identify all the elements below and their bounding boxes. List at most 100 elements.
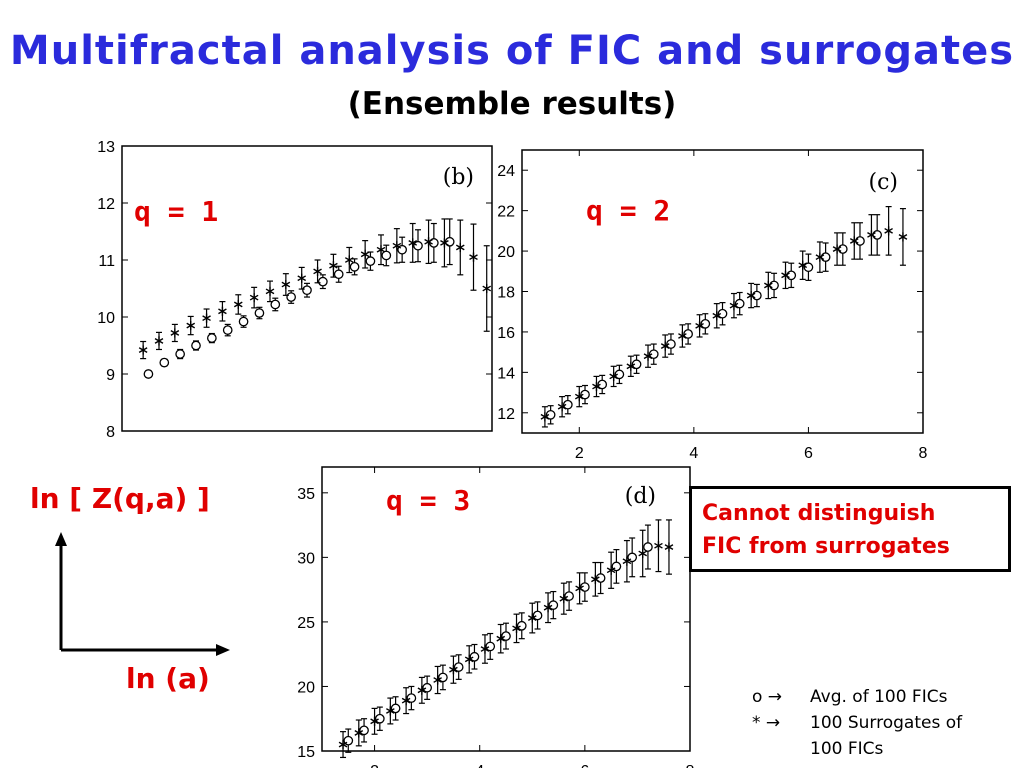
surrogate-point [376, 245, 386, 255]
star-stroke [370, 718, 379, 725]
legend-row-continuation: 100 FICs [752, 736, 962, 762]
fic-point [631, 359, 642, 370]
star-stroke [386, 708, 395, 714]
surrogate-point [557, 402, 567, 412]
surrogate-point [313, 266, 322, 276]
fic-point [786, 270, 797, 281]
fic-point [318, 276, 328, 287]
fic-point [349, 261, 360, 272]
surrogate-point [592, 381, 601, 392]
y-tick-label: 8 [106, 424, 115, 441]
star-stroke [265, 288, 275, 295]
surrogate-point [638, 548, 648, 559]
star-stroke [622, 558, 632, 565]
axes-arrow-icon [55, 532, 230, 656]
y-axis-label: ln [ Z(q,a) ] [30, 482, 210, 515]
fic-point [666, 339, 676, 349]
star-stroke [496, 635, 506, 642]
surrogate-point [218, 306, 227, 316]
surrogate-point [433, 675, 442, 685]
y-tick-label: 14 [497, 365, 515, 382]
fic-point [175, 349, 185, 359]
legend-symbol: * → [752, 713, 781, 733]
conclusion-line-1: Cannot distinguish [702, 501, 936, 526]
star-stroke [455, 244, 465, 251]
y-tick-label: 22 [497, 204, 515, 221]
surrogate-point [574, 392, 584, 402]
surrogate-point [884, 226, 893, 236]
surrogate-point [417, 685, 427, 695]
star-stroke [763, 282, 773, 289]
surrogate-point [281, 279, 291, 290]
star-stroke [643, 353, 653, 360]
star-stroke [712, 312, 722, 319]
star-stroke [606, 567, 616, 574]
fic-point [803, 262, 814, 273]
y-tick-label: 11 [98, 253, 115, 270]
surrogate-point [408, 238, 418, 248]
fic-point [562, 399, 573, 410]
surrogate-point [464, 654, 474, 664]
surrogate-point [392, 241, 402, 251]
fic-point [580, 389, 590, 400]
surrogate-point [643, 351, 653, 361]
fic-point [501, 631, 511, 641]
surrogate-point [455, 242, 465, 253]
star-stroke [464, 656, 474, 663]
fic-point [191, 340, 201, 351]
legend-text: 100 Surrogates of [810, 713, 963, 733]
y-tick-label: 10 [97, 310, 115, 327]
surrogate-point [496, 634, 506, 644]
star-stroke [512, 625, 521, 632]
fic-point [734, 298, 745, 309]
star-stroke [401, 697, 411, 704]
q-label: q = 2 [586, 194, 670, 227]
fic-point [548, 600, 559, 610]
fic-point [683, 329, 693, 339]
star-stroke [660, 343, 670, 349]
surrogate-point [249, 293, 259, 303]
fic-point [222, 325, 233, 335]
fic-point [406, 693, 417, 703]
star-stroke [424, 238, 433, 245]
conclusion-box: Cannot distinguish FIC from surrogates [689, 486, 1011, 572]
surrogate-point [695, 321, 704, 331]
star-stroke [609, 373, 618, 380]
fic-point [159, 357, 170, 368]
legend-symbol: o → [752, 687, 783, 707]
fic-point [390, 703, 401, 714]
surrogate-point [763, 280, 773, 291]
surrogate-point [186, 320, 196, 331]
surrogate-point [154, 336, 164, 346]
surrogate-point [622, 556, 632, 566]
fic-point [872, 230, 883, 240]
surrogate-point [424, 237, 433, 247]
q-label: q = 1 [134, 195, 218, 228]
star-stroke [186, 322, 196, 329]
star-stroke [695, 322, 704, 329]
surrogate-point [678, 331, 687, 341]
y-tick-label: 16 [497, 325, 515, 342]
x-tick-label: 2 [370, 763, 379, 768]
x-tick-label: 2 [575, 445, 584, 462]
surrogate-point [815, 252, 825, 262]
surrogate-point [338, 739, 348, 750]
fic-point [254, 308, 265, 318]
surrogate-point [297, 273, 307, 283]
surrogate-point [543, 603, 553, 613]
x-tick-label: 8 [919, 445, 928, 462]
star-stroke [559, 595, 569, 602]
star-stroke [849, 238, 859, 244]
star-stroke [449, 666, 458, 673]
y-tick-label: 20 [497, 244, 515, 261]
surrogate-point [170, 328, 180, 338]
star-stroke [884, 227, 893, 234]
y-tick-label: 9 [106, 367, 115, 384]
surrogate-point [626, 361, 636, 371]
star-stroke [202, 315, 211, 322]
legend-text: Avg. of 100 FICs [810, 687, 948, 707]
surrogate-point [329, 261, 338, 271]
surrogate-point [729, 301, 739, 311]
panel-letter: (b) [443, 165, 474, 190]
fic-point [614, 369, 625, 380]
